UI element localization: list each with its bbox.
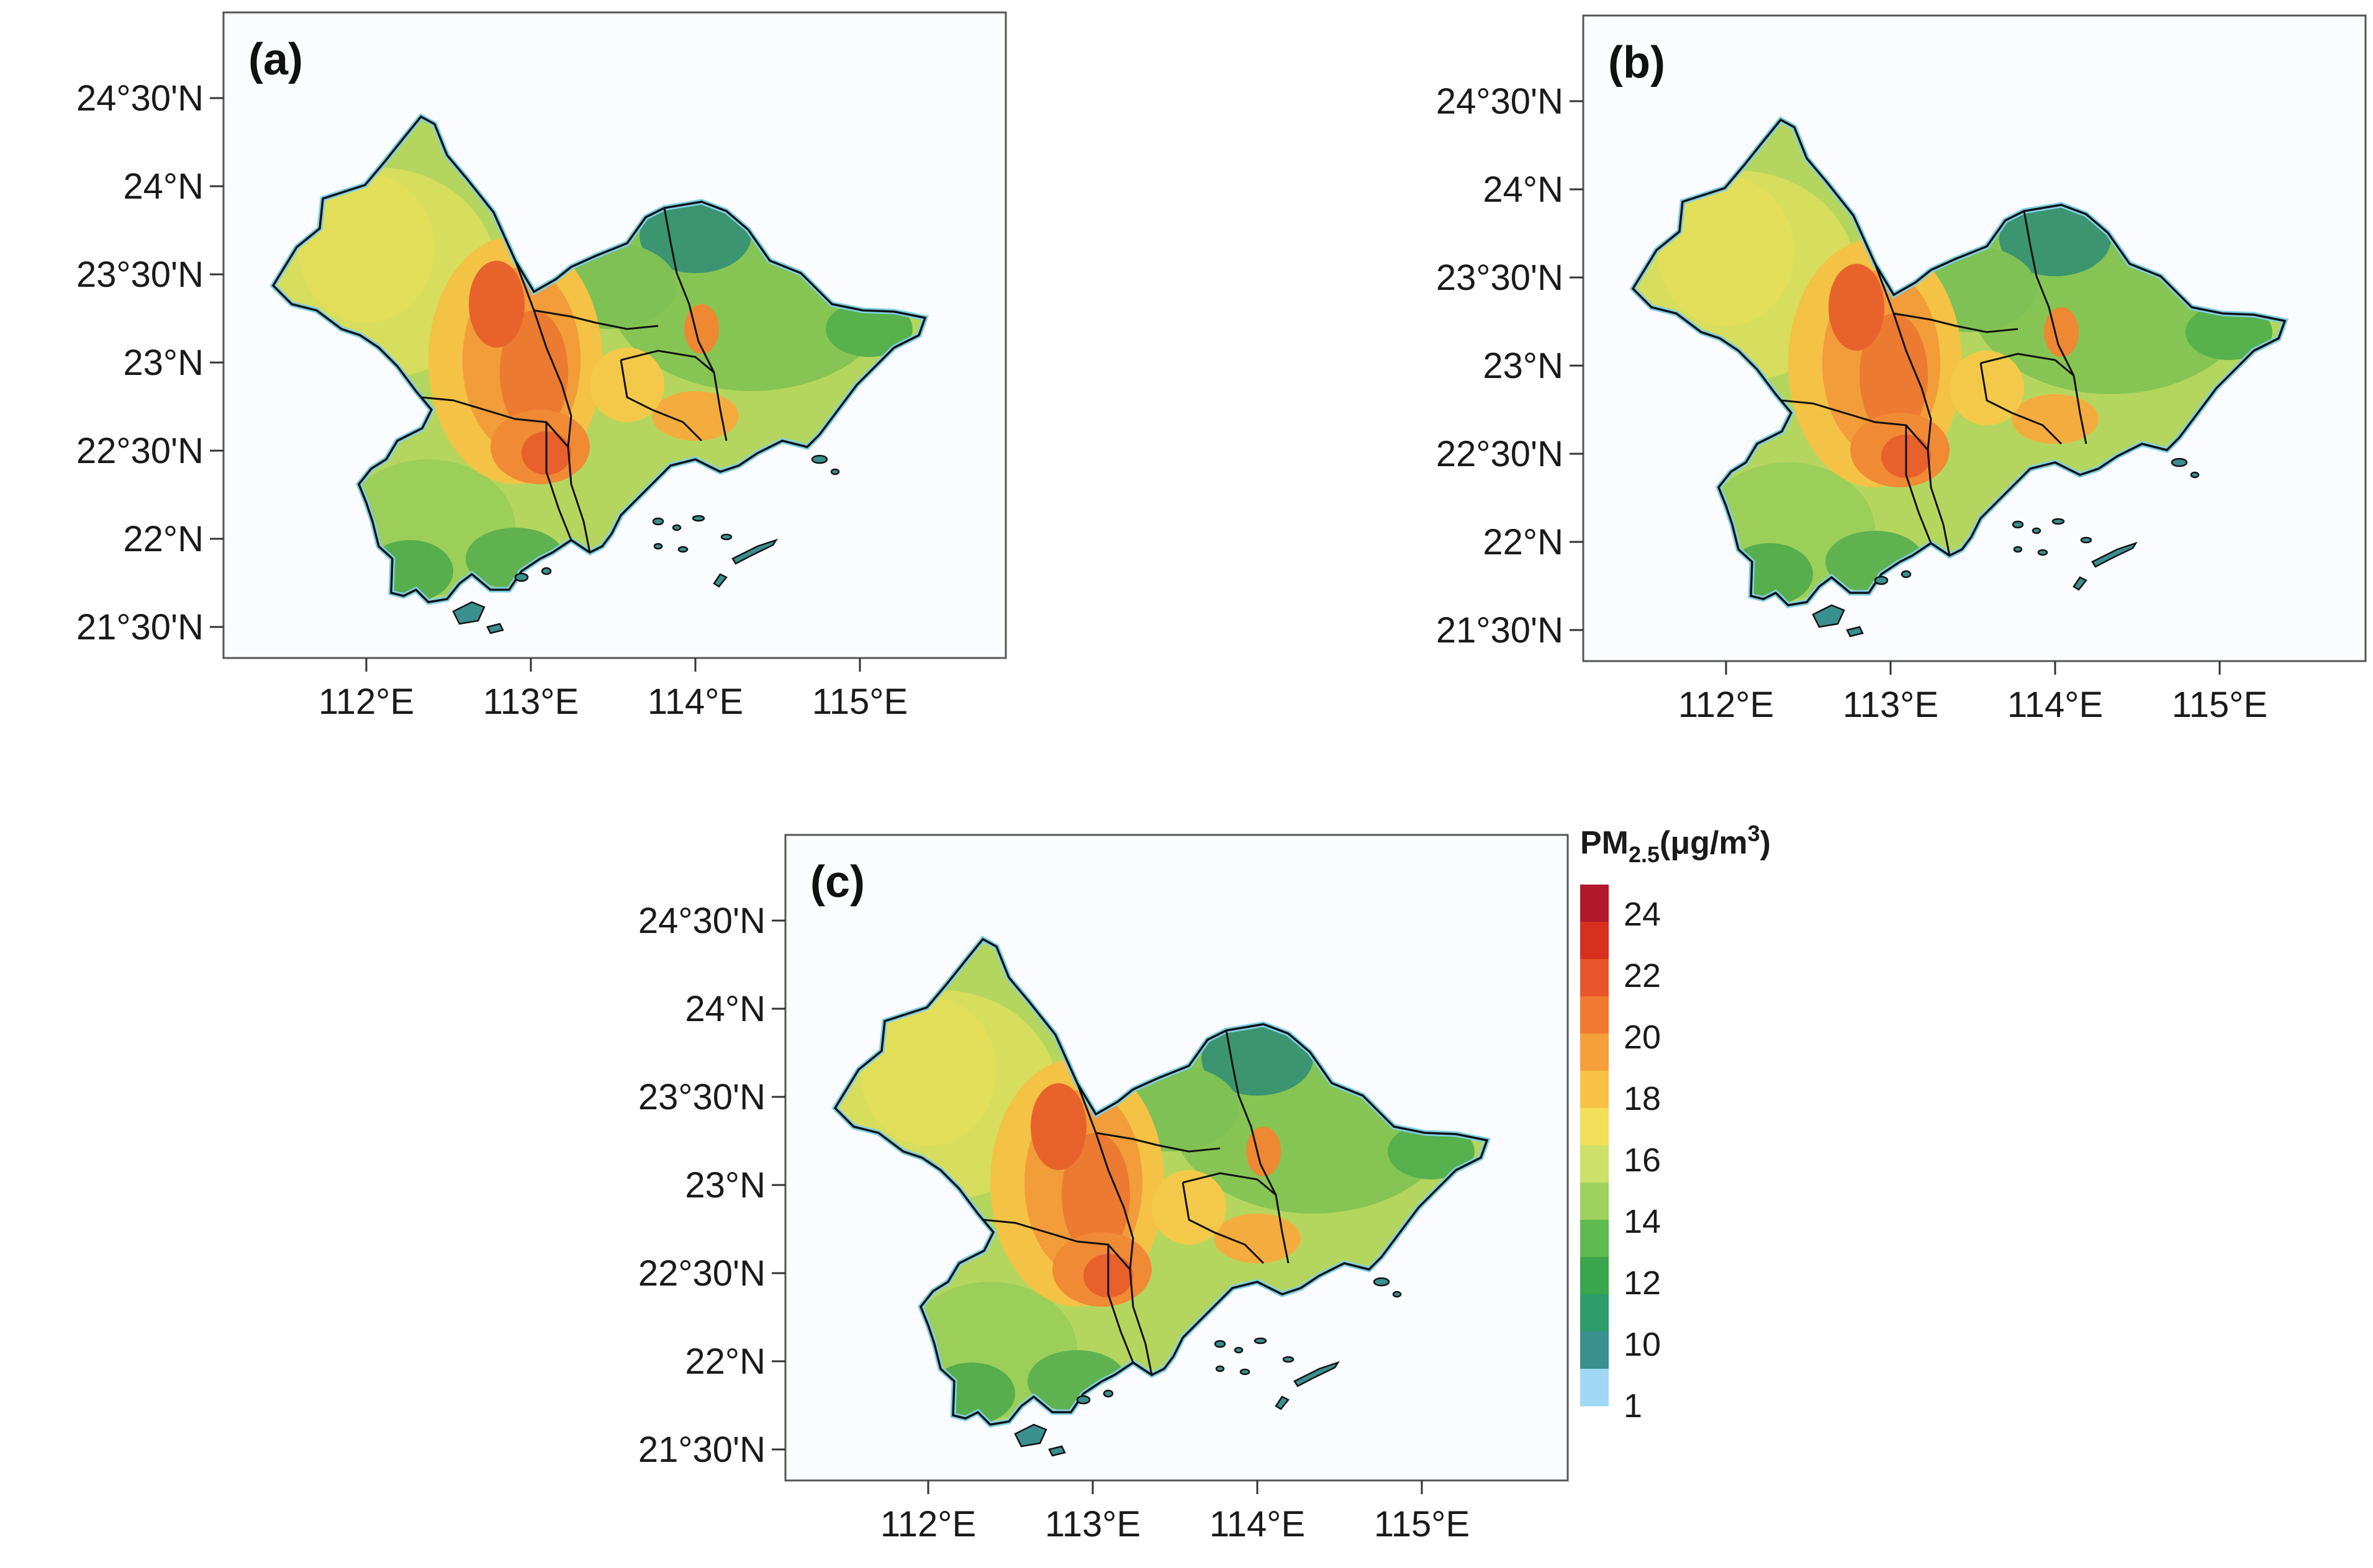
colorbar-label: 20 xyxy=(1624,1019,1661,1056)
lon-tick-label: 115°E xyxy=(812,682,908,722)
colorbar-swatch xyxy=(1580,1220,1609,1258)
lon-tick-label: 115°E xyxy=(2172,685,2267,725)
lon-tick-label: 112°E xyxy=(1678,685,1774,725)
colorbar-swatch xyxy=(1580,1145,1609,1183)
lat-tick-label: 22°N xyxy=(685,1341,766,1382)
map-panel-a: (a) 24°30'N 24°N 23°30'N 23°N 22°30'N 22… xyxy=(76,12,1006,722)
colorbar-swatch xyxy=(1580,1369,1609,1407)
lat-tick-label: 24°30'N xyxy=(638,901,766,941)
lon-tick-label: 115°E xyxy=(1374,1504,1470,1544)
colorbar-label: 1 xyxy=(1624,1387,1642,1425)
colorbar-swatch xyxy=(1580,1108,1609,1146)
lat-tick-label: 22°N xyxy=(1483,522,1563,562)
colorbar-swatch xyxy=(1580,996,1609,1034)
map-panel-b: (b) 24°30'N 24°N 23°30'N 23°N 22°30'N 22… xyxy=(1436,16,2366,725)
panel-label: (c) xyxy=(810,857,865,907)
lat-tick-label: 22°30'N xyxy=(638,1253,766,1294)
colorbar-label: 24 xyxy=(1624,896,1661,933)
lat-tick-label: 24°30'N xyxy=(76,78,204,119)
lon-axis: 112°E 113°E 114°E 115°E xyxy=(319,658,908,722)
colorbar-swatch xyxy=(1580,1071,1609,1109)
lon-tick-label: 114°E xyxy=(648,682,743,722)
colorbar-swatch xyxy=(1580,1034,1609,1071)
colorbar-swatch xyxy=(1580,1183,1609,1220)
lat-tick-label: 24°N xyxy=(1483,169,1563,210)
lat-tick-label: 23°N xyxy=(1483,346,1563,386)
colorbar-swatch xyxy=(1580,922,1609,960)
colorbar-swatch xyxy=(1580,1294,1609,1332)
lat-tick-label: 21°30'N xyxy=(638,1430,766,1470)
colorbar-swatch xyxy=(1580,1257,1609,1295)
panel-label: (b) xyxy=(1608,38,1665,88)
colorbar-title: PM2.5(μg/m3) xyxy=(1580,821,1771,867)
lon-tick-label: 114°E xyxy=(1209,1504,1305,1544)
map-panel-c: (c) 24°30'N 24°N 23°30'N 23°N 22°30'N 22… xyxy=(638,835,1568,1544)
lat-tick-label: 22°N xyxy=(123,519,204,559)
colorbar-swatch xyxy=(1580,959,1609,997)
lon-tick-label: 114°E xyxy=(2007,685,2103,725)
colorbar-label: 14 xyxy=(1624,1203,1661,1240)
lat-tick-label: 23°N xyxy=(685,1165,766,1205)
lat-tick-label: 23°30'N xyxy=(1436,258,1563,298)
lon-tick-label: 112°E xyxy=(880,1504,976,1544)
lat-axis: 24°30'N 24°N 23°30'N 23°N 22°30'N 22°N 2… xyxy=(638,901,785,1470)
lon-tick-label: 113°E xyxy=(1045,1504,1141,1544)
colorbar-swatches xyxy=(1580,885,1609,1407)
lat-tick-label: 24°30'N xyxy=(1436,81,1563,122)
colorbar-label: 18 xyxy=(1624,1080,1661,1117)
colorbar-swatch xyxy=(1580,1331,1609,1369)
lat-tick-label: 24°N xyxy=(685,989,766,1029)
lat-tick-label: 23°30'N xyxy=(76,255,204,295)
lat-tick-label: 21°30'N xyxy=(76,607,204,647)
lat-tick-label: 23°30'N xyxy=(638,1077,766,1117)
lat-axis: 24°30'N 24°N 23°30'N 23°N 22°30'N 22°N 2… xyxy=(76,78,224,647)
lat-tick-label: 21°30'N xyxy=(1436,610,1563,651)
lon-tick-label: 113°E xyxy=(483,682,579,722)
lat-tick-label: 22°30'N xyxy=(1436,434,1563,474)
lat-axis: 24°30'N 24°N 23°30'N 23°N 22°30'N 22°N 2… xyxy=(1436,81,1583,651)
colorbar-label: 12 xyxy=(1624,1264,1661,1302)
lon-axis: 112°E 113°E 114°E 115°E xyxy=(880,1480,1470,1544)
colorbar-swatch xyxy=(1580,885,1609,922)
colorbar: PM2.5(μg/m3) 24 22 20 18 16 14 12 10 1 xyxy=(1580,821,1771,1425)
lon-tick-label: 112°E xyxy=(319,682,414,722)
colorbar-label: 22 xyxy=(1624,957,1661,994)
lon-axis: 112°E 113°E 114°E 115°E xyxy=(1678,661,2267,725)
lon-tick-label: 113°E xyxy=(1843,685,1938,725)
lat-tick-label: 24°N xyxy=(123,166,204,207)
colorbar-label: 10 xyxy=(1624,1326,1661,1363)
panel-label: (a) xyxy=(248,35,303,84)
lat-tick-label: 23°N xyxy=(123,343,204,383)
colorbar-label: 16 xyxy=(1624,1142,1661,1179)
lat-tick-label: 22°30'N xyxy=(76,431,204,471)
colorbar-labels: 24 22 20 18 16 14 12 10 1 xyxy=(1624,896,1661,1425)
